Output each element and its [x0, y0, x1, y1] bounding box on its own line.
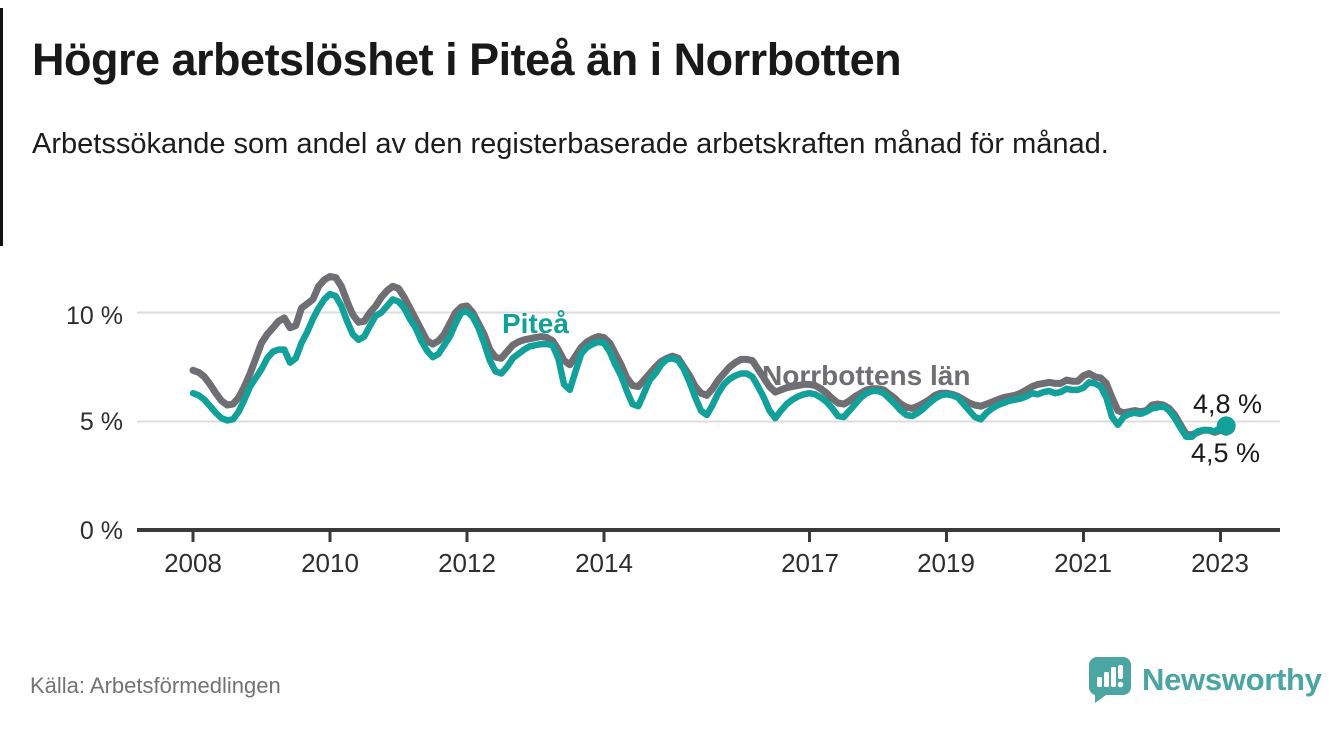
- end-value-label-pitea: 4,8 %: [1193, 389, 1263, 419]
- x-axis-tick-label: 2012: [438, 548, 496, 578]
- pitea-end-dot: [1216, 416, 1236, 436]
- end-value-label-norrbotten: 4,5 %: [1191, 438, 1261, 468]
- series-label-pitea: Piteå: [502, 308, 569, 339]
- bar-chart-bubble-icon: [1089, 657, 1131, 703]
- y-axis-tick-label: 0 %: [79, 517, 123, 545]
- pitea-line: [189, 290, 1230, 441]
- y-axis-tick-label: 10 %: [66, 302, 123, 330]
- page-title: Högre arbetslöshet i Piteå än i Norrbott…: [32, 34, 902, 85]
- x-axis-tick-label: 2017: [781, 548, 839, 578]
- norrbotten-line: [189, 273, 1230, 439]
- left-accent-bar: [0, 8, 3, 246]
- series-label-norrbotten: Norrbottens län: [762, 360, 971, 391]
- x-axis-tick-label: 2021: [1054, 548, 1112, 578]
- y-axis-tick-label: 5 %: [79, 408, 123, 436]
- source-text: Källa: Arbetsförmedlingen: [30, 673, 281, 698]
- x-axis-tick-label: 2014: [575, 548, 633, 578]
- newsworthy-wordmark: Newsworthy: [1142, 662, 1322, 697]
- page-subtitle: Arbetssökande som andel av den registerb…: [32, 128, 1109, 160]
- newsworthy-logo: Newsworthy: [1088, 656, 1322, 704]
- x-axis-tick-label: 2019: [917, 548, 975, 578]
- x-axis-tick-label: 2008: [164, 548, 222, 578]
- x-axis-tick-label: 2010: [301, 548, 359, 578]
- x-axis-tick-label: 2023: [1191, 548, 1249, 578]
